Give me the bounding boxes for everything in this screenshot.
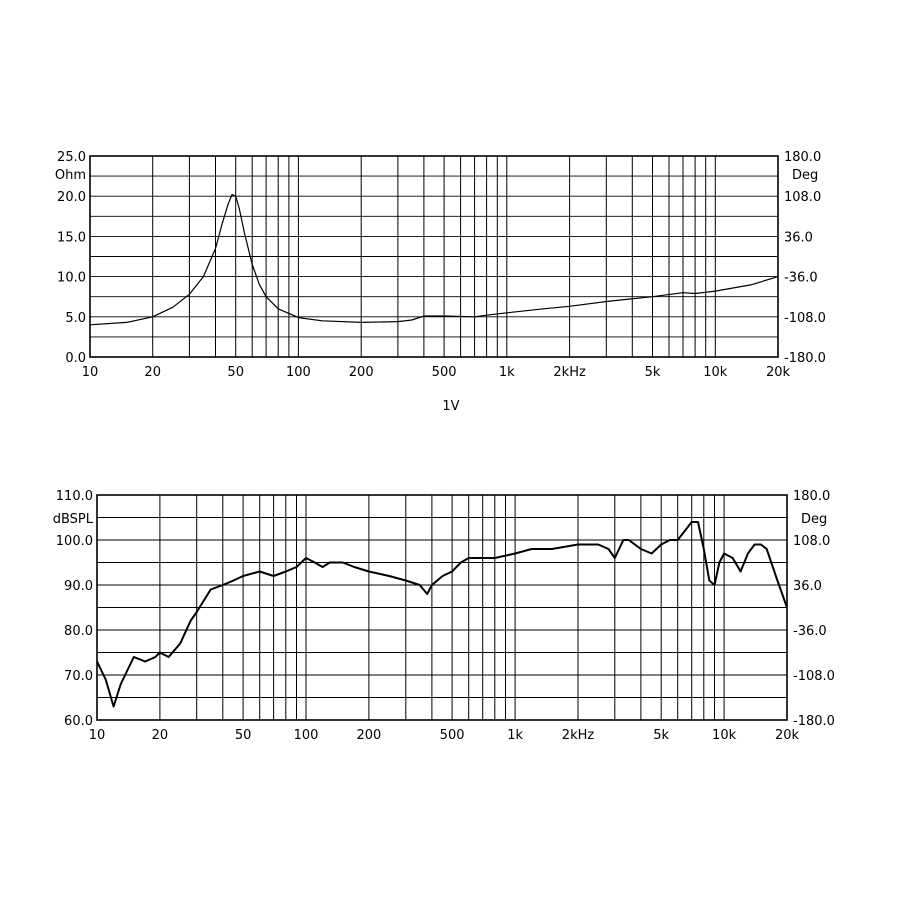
y2-tick-label: -36.0 <box>793 624 827 639</box>
x-tick-label: 200 <box>349 365 374 380</box>
series-line <box>89 194 779 326</box>
x-tick-label: 100 <box>294 728 319 743</box>
chart-caption: 1V <box>442 399 459 414</box>
y2-axis-unit-label: Deg <box>792 168 818 183</box>
y2-tick-label: -36.0 <box>784 271 818 286</box>
y2-tick-label: -180.0 <box>793 714 835 729</box>
y-tick-label: 90.0 <box>64 579 93 594</box>
x-tick-label: 50 <box>227 365 244 380</box>
x-tick-label: 10 <box>89 728 106 743</box>
x-tick-label: 500 <box>440 728 465 743</box>
y-tick-label: 100.0 <box>56 534 93 549</box>
spl-chart: 60.0 70.0 80.0 90.0 100.0 110.0 -180.0 -108.0 -3… <box>53 489 835 743</box>
y-tick-label: 0.0 <box>65 351 86 366</box>
y-tick-label: 80.0 <box>64 624 93 639</box>
x-tick-label: 20 <box>144 365 161 380</box>
y-axis-unit-label: Ohm <box>55 168 86 183</box>
y2-tick-label: 36.0 <box>793 579 822 594</box>
series-line <box>96 521 788 708</box>
x-tick-label: 1k <box>499 365 515 380</box>
y2-axis-unit-label: Deg <box>801 512 827 527</box>
y2-tick-label: 36.0 <box>784 230 813 245</box>
y2-tick-label: 180.0 <box>784 150 821 165</box>
x-tick-label: 5k <box>653 728 669 743</box>
y-axis-unit-label: dBSPL <box>53 512 94 527</box>
y-tick-label: 25.0 <box>57 150 86 165</box>
x-tick-label: 500 <box>432 365 457 380</box>
y2-tick-label: -108.0 <box>784 311 826 326</box>
x-tick-label: 20k <box>766 365 791 380</box>
x-tick-label: 20 <box>152 728 169 743</box>
x-tick-label: 100 <box>286 365 311 380</box>
y2-tick-label: -180.0 <box>784 351 826 366</box>
x-tick-label: 2kHz <box>562 728 595 743</box>
y-tick-label: 20.0 <box>57 190 86 205</box>
x-tick-label: 5k <box>645 365 661 380</box>
y2-tick-label: 180.0 <box>793 489 830 504</box>
y-tick-label: 60.0 <box>64 714 93 729</box>
x-tick-label: 1k <box>507 728 523 743</box>
y-tick-label: 10.0 <box>57 271 86 286</box>
y-tick-label: 70.0 <box>64 669 93 684</box>
x-tick-label: 10 <box>82 365 99 380</box>
y2-tick-label: 108.0 <box>793 534 830 549</box>
impedance-chart: 0.0 5.0 10.0 15.0 20.0 25.0 -180.0 -108.0 -36.0 3… <box>55 150 826 414</box>
y-tick-label: 15.0 <box>57 230 86 245</box>
x-tick-label: 200 <box>356 728 381 743</box>
x-tick-label: 20k <box>775 728 800 743</box>
plot-frame <box>89 155 779 358</box>
x-tick-label: 50 <box>235 728 252 743</box>
y2-tick-label: 108.0 <box>784 190 821 205</box>
x-tick-label: 10k <box>703 365 728 380</box>
y2-tick-label: -108.0 <box>793 669 835 684</box>
y-tick-label: 5.0 <box>65 311 86 326</box>
y-tick-label: 110.0 <box>56 489 93 504</box>
x-tick-label: 2kHz <box>553 365 586 380</box>
x-tick-label: 10k <box>712 728 737 743</box>
